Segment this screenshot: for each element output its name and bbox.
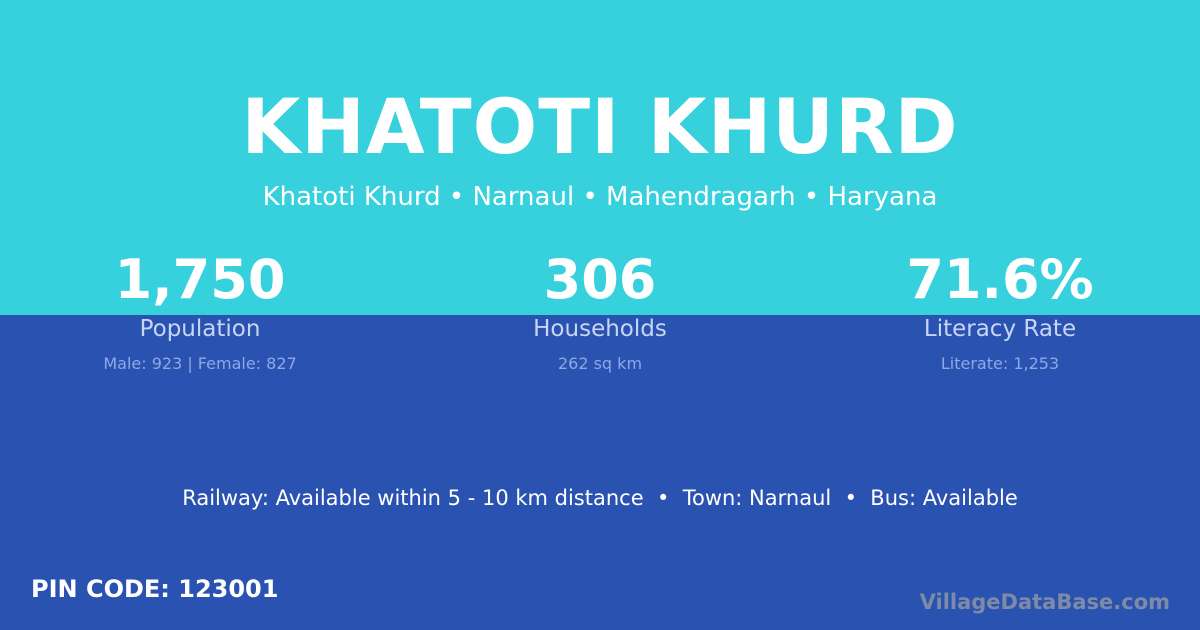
stat-label: Households xyxy=(533,316,667,342)
village-title: KHATOTI KHURD xyxy=(241,82,959,171)
stat-value: 1,750 xyxy=(114,248,286,311)
stat-value: 71.6% xyxy=(906,248,1094,311)
stat-literacy: 71.6% Literacy Rate Literate: 1,253 xyxy=(800,248,1200,373)
header-band xyxy=(0,0,1200,315)
transport-info: Railway: Available within 5 - 10 km dist… xyxy=(182,486,1018,510)
stat-detail: Literate: 1,253 xyxy=(940,354,1060,373)
body-band xyxy=(0,315,1200,630)
stat-households: 306 Households 262 sq km xyxy=(400,248,800,373)
location-breadcrumb: Khatoti Khurd • Narnaul • Mahendragarh •… xyxy=(262,182,938,212)
stat-detail: 262 sq km xyxy=(557,354,643,373)
stat-label: Population xyxy=(139,316,261,342)
brand-watermark: VillageDataBase.com xyxy=(919,590,1170,614)
stat-detail: Male: 923 | Female: 827 xyxy=(103,354,297,373)
stat-population: 1,750 Population Male: 923 | Female: 827 xyxy=(0,248,400,373)
pin-code: PIN CODE: 123001 xyxy=(31,575,279,603)
stat-label: Literacy Rate xyxy=(923,316,1077,342)
stat-value: 306 xyxy=(543,248,657,311)
